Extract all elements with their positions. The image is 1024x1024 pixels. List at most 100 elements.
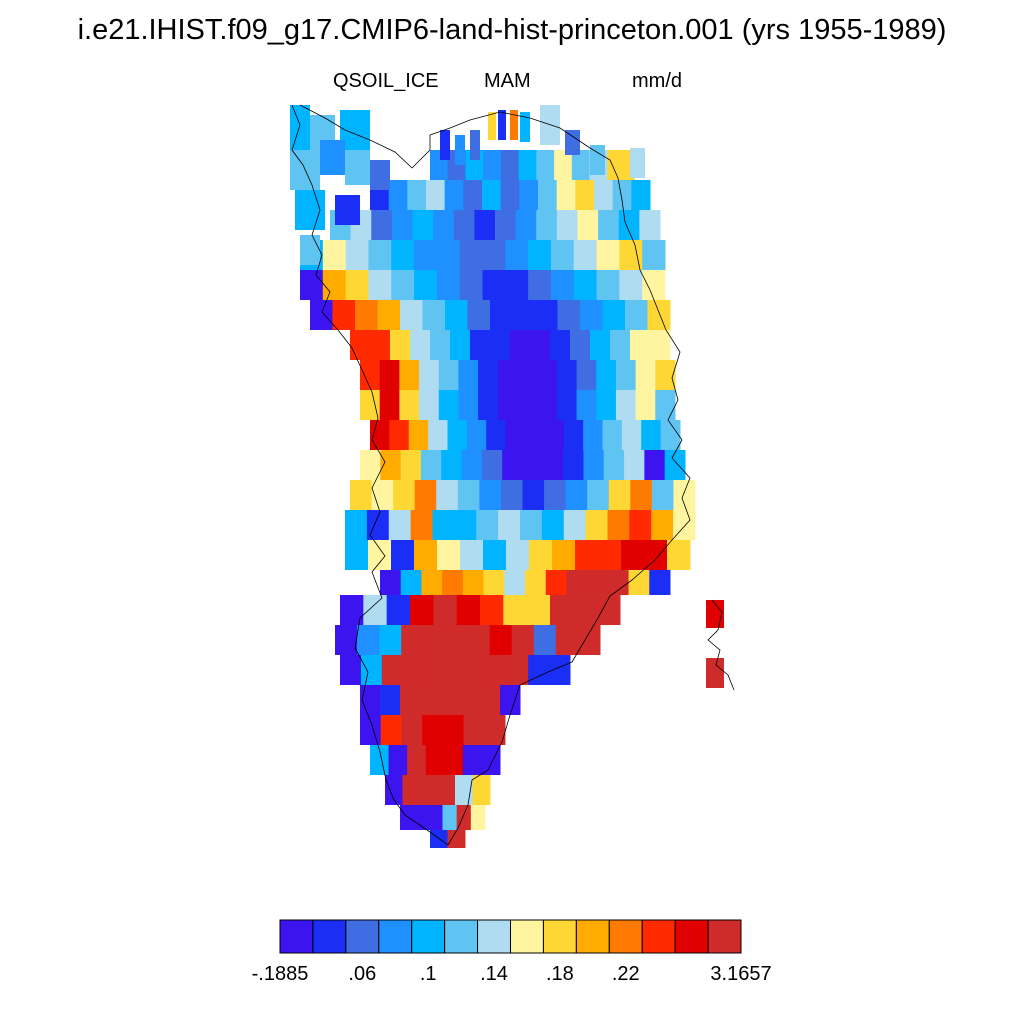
grid-cell [655,390,676,420]
grid-cell [380,570,402,595]
grid-cell [660,420,681,450]
grid-cell [596,595,621,625]
grid-cell [368,270,392,300]
grid-cell [370,160,390,190]
grid-cell [345,510,368,540]
grid-cell [522,450,544,480]
grid-cell [563,510,587,540]
grid-cell [474,210,496,240]
grid-cell [459,270,483,300]
grid-cell [478,390,499,420]
grid-cell [573,270,598,300]
grid-cell [537,390,558,420]
grid-cell [563,420,584,450]
grid-cell [490,330,511,360]
grid-cell [390,330,411,360]
grid-cell [444,180,464,210]
grid-cell [573,240,598,270]
grid-cell [635,390,656,420]
grid-cell [389,420,410,450]
grid-cell [667,540,691,570]
grid-cell [512,300,536,330]
grid-cell [433,210,455,240]
grid-cell [462,745,482,775]
colorbar-box [312,919,347,954]
grid-cell [428,805,443,830]
grid-cell [629,510,652,540]
grid-cell [565,480,588,510]
grid-cell [673,480,696,510]
grid-cell [481,450,503,480]
grid-cell [388,180,408,210]
grid-cell [503,595,528,625]
grid-cell [556,390,578,420]
colorbar-tick-label: .06 [348,963,376,985]
grid-cell [419,390,440,420]
grid-cell [510,110,518,140]
grid-cell [571,150,591,180]
grid-cell [402,775,421,805]
coastline-east [429,111,691,846]
grid-cell [612,180,632,210]
grid-cell [565,130,580,155]
coastline-west [291,104,449,846]
grid-cell [379,360,400,390]
grid-cell [590,145,605,175]
grid-cell [517,360,538,390]
grid-cell [552,540,576,570]
grid-cell [385,775,403,805]
grid-cell [345,240,369,270]
grid-cell [610,330,631,360]
grid-cell [290,105,310,155]
grid-cell [566,570,588,595]
grid-cell [583,420,603,450]
colorbar-box [444,919,479,954]
grid-cell [635,360,656,390]
grid-cell [400,300,423,330]
grid-cell [583,450,605,480]
colorbar-tick-label: 3.1657 [710,963,771,985]
grid-cell [456,595,481,625]
grid-cell [371,210,393,240]
grid-cell [460,540,484,570]
grid-cell [639,210,661,240]
grid-cell [577,210,599,240]
grid-cell [423,655,446,685]
grid-cell [530,330,551,360]
grid-cell [400,450,422,480]
grid-cell [445,300,468,330]
grid-cell [607,510,630,540]
grid-cell [642,270,666,300]
coastline-north [299,104,431,169]
grid-cell [442,570,464,595]
grid-cell [596,240,620,270]
grid-cell [458,360,479,390]
grid-cell [489,625,513,655]
grid-cell [570,330,591,360]
colorbar-tick-label: -.1885 [252,963,309,985]
grid-cell [506,540,530,570]
grid-cell [401,625,424,655]
grid-cell [500,180,520,210]
grid-cell [444,655,466,685]
grid-cell [422,715,444,745]
grid-cell [445,625,468,655]
colorbar-box [510,919,544,954]
grid-cell [441,450,463,480]
grid-cell [615,360,637,390]
grid-cell [462,570,485,595]
grid-cell [456,805,472,830]
grid-cell [407,745,427,775]
grid-cell [401,715,423,745]
grid-cell [460,685,481,715]
grid-cell [554,150,573,180]
grid-cell [414,240,438,270]
grid-cell [322,270,347,300]
grid-cell [594,180,614,210]
grid-cell [644,540,668,570]
grid-cell [706,600,724,628]
grid-cell [576,390,597,420]
grid-cell [391,270,415,300]
grid-cell [450,330,471,360]
